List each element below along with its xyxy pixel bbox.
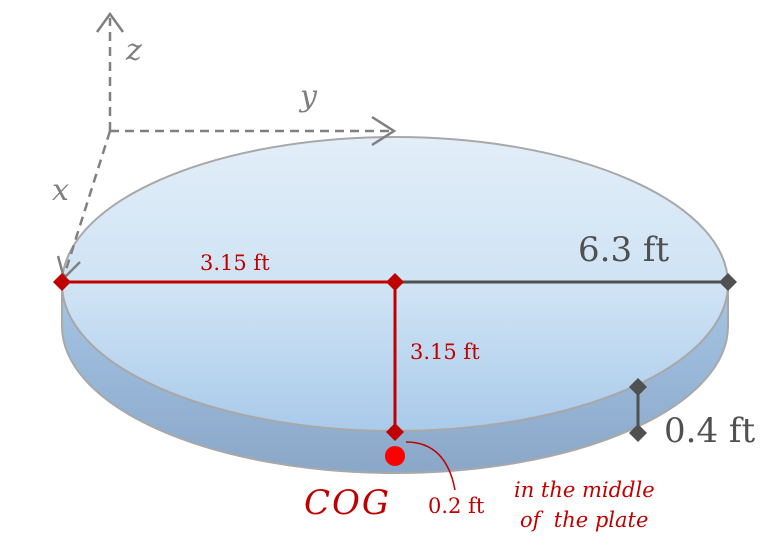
cog-offset-leader — [405, 441, 456, 491]
marker-thickness-top — [629, 378, 647, 396]
marker-front-edge — [386, 423, 404, 441]
z-axis-label: z — [125, 33, 142, 68]
x-axis — [62, 130, 112, 277]
thickness-label: 0.4 ft — [664, 411, 755, 451]
x-axis-label: x — [52, 173, 69, 208]
z-axis-arrowhead — [95, 11, 125, 33]
cog-note-line-1: in the middle — [514, 478, 655, 502]
marker-right-edge — [719, 273, 737, 291]
marker-center — [386, 273, 404, 291]
radius-vertical-label: 3.15 ft — [410, 340, 480, 364]
coordinate-axes — [56, 11, 397, 281]
radius-horizontal-label: 3.15 ft — [200, 251, 270, 275]
diameter-label: 6.3 ft — [578, 230, 669, 270]
cog-offset-label: 0.2 ft — [428, 494, 485, 518]
cog-label: COG — [304, 483, 391, 523]
y-axis-arrowhead — [371, 115, 397, 147]
marker-thickness-bottom — [629, 424, 647, 442]
marker-left-edge — [53, 273, 71, 291]
cog-note-line-2: of the plate — [520, 508, 648, 532]
y-axis-label: y — [298, 79, 318, 114]
cog-point — [385, 446, 405, 466]
